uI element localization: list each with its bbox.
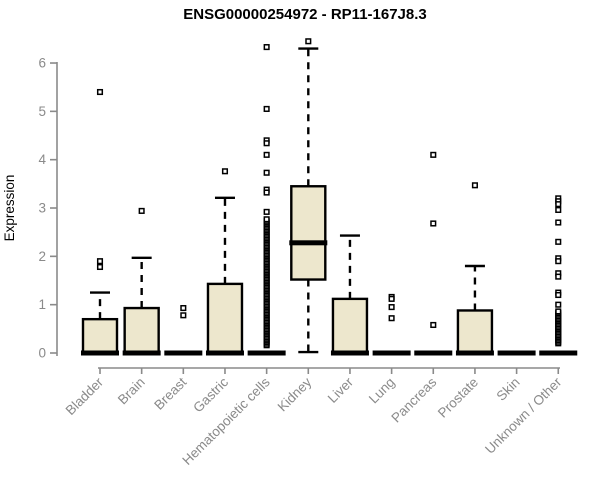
median-line — [414, 350, 453, 356]
x-tick-label-bladder: Bladder — [63, 374, 107, 418]
outlier-point — [555, 219, 562, 226]
x-tick-label-brain: Brain — [115, 375, 148, 408]
outlier-point — [388, 304, 395, 311]
y-axis-label: Expression — [2, 175, 17, 242]
median-line — [539, 350, 578, 356]
x-tick-label-kidney: Kidney — [275, 374, 315, 414]
median-line — [372, 350, 411, 356]
outlier-point — [555, 291, 562, 299]
outlier-point — [555, 301, 562, 308]
median-line — [81, 350, 119, 356]
outlier-point — [221, 168, 229, 175]
outlier-point — [471, 182, 478, 189]
iqr-box — [81, 317, 119, 355]
y-tick-label: 0 — [38, 346, 46, 361]
x-tick-label-liver: Liver — [325, 374, 357, 406]
outlier-point — [96, 258, 104, 265]
outlier-point — [96, 88, 104, 96]
outlier-point — [430, 321, 437, 329]
chart-title: ENSG00000254972 - RP11-167J8.3 — [183, 6, 427, 23]
outlier-point — [430, 151, 437, 158]
median-line — [247, 350, 286, 356]
x-tick-label-pancreas: Pancreas — [388, 374, 439, 425]
box-group-liver — [330, 234, 369, 356]
outlier-point — [138, 207, 145, 214]
outlier-point — [180, 312, 187, 319]
outlier-point — [388, 315, 395, 322]
iqr-box — [290, 185, 327, 281]
y-tick-label: 3 — [38, 201, 46, 216]
y-tick-label: 6 — [38, 56, 46, 71]
iqr-box — [123, 306, 160, 355]
outlier-point — [555, 238, 562, 245]
outlier-point — [555, 308, 562, 315]
median-line — [164, 350, 203, 356]
outlier-point — [263, 151, 270, 158]
median-line — [330, 350, 369, 356]
x-tick-label-gastric: Gastric — [190, 374, 231, 415]
x-tick-label-lung: Lung — [366, 375, 398, 407]
outlier-point — [555, 201, 562, 208]
y-tick-label: 4 — [38, 152, 46, 167]
box-group-brain — [122, 207, 161, 356]
x-tick-label-unknown-other: Unknown / Other — [482, 374, 565, 457]
outlier-point — [263, 169, 270, 176]
median-line — [289, 240, 328, 246]
outlier-point — [305, 38, 312, 45]
outlier-point — [263, 208, 270, 215]
outlier-point — [388, 295, 395, 302]
median-line — [455, 350, 494, 356]
median-line — [205, 350, 244, 356]
y-tick-label: 1 — [38, 297, 46, 312]
box-group-hematopoietic-cells — [247, 44, 286, 356]
box-group-pancreas — [414, 151, 453, 356]
outlier-point — [263, 44, 270, 51]
outlier-point — [263, 105, 270, 112]
x-tick-label-skin: Skin — [494, 375, 523, 404]
x-tick-label-prostate: Prostate — [435, 375, 481, 421]
box-group-unknown-other — [539, 195, 578, 356]
y-tick-label: 5 — [38, 104, 46, 119]
iqr-box — [206, 282, 244, 355]
outlier-point — [263, 189, 270, 196]
box-group-gastric — [205, 168, 244, 356]
boxplot-marks-layer — [81, 38, 578, 356]
outlier-point — [263, 140, 270, 147]
outlier-point — [430, 220, 437, 227]
median-line — [122, 350, 161, 356]
box-group-breast — [164, 305, 203, 356]
outlier-point — [180, 305, 187, 312]
outlier-point — [555, 273, 562, 280]
outlier-point — [96, 263, 104, 271]
box-group-skin — [497, 350, 536, 356]
outlier-point — [555, 258, 562, 265]
x-tick-label-breast: Breast — [151, 374, 189, 412]
iqr-box — [456, 309, 494, 355]
box-group-prostate — [455, 182, 494, 356]
outlier-point — [555, 206, 562, 213]
box-group-kidney — [289, 38, 328, 354]
outlier-point — [263, 216, 270, 223]
box-group-lung — [372, 293, 411, 356]
box-group-bladder — [81, 88, 119, 356]
iqr-box — [331, 297, 369, 355]
y-tick-label: 2 — [38, 249, 46, 264]
median-line — [497, 350, 536, 356]
